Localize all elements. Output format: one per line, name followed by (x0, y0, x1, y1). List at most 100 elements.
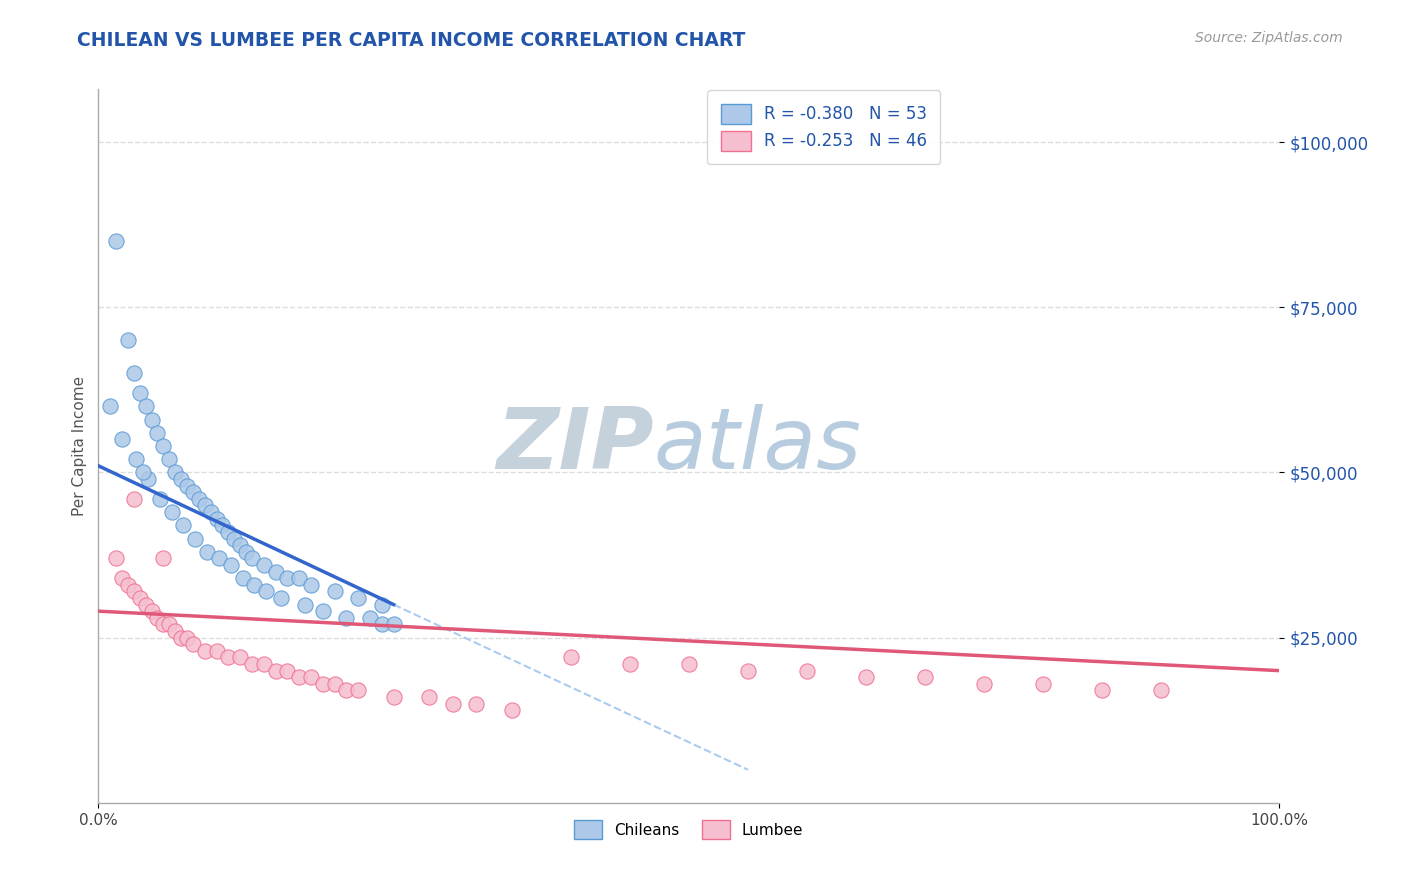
Text: Source: ZipAtlas.com: Source: ZipAtlas.com (1195, 31, 1343, 45)
Point (170, 472, 193, 486)
Point (125, 452, 148, 467)
Point (254, 584, 277, 599)
Point (135, 598, 157, 612)
Text: ZIP: ZIP (496, 404, 654, 488)
Point (195, 545, 218, 559)
Point (170, 631, 193, 645)
Point (105, 234, 128, 248)
Point (1091, 683, 1114, 698)
Point (276, 664, 298, 678)
Point (205, 511, 228, 525)
Point (737, 664, 759, 678)
Point (128, 591, 150, 605)
Point (132, 466, 155, 480)
Point (465, 697, 488, 711)
Point (253, 558, 276, 572)
Point (335, 683, 357, 698)
Point (264, 664, 287, 678)
Point (217, 524, 239, 539)
Point (371, 598, 394, 612)
Point (141, 412, 163, 426)
Point (160, 505, 183, 519)
Point (235, 545, 257, 559)
Point (176, 478, 198, 492)
Point (347, 683, 370, 698)
Point (187, 491, 209, 506)
Point (299, 578, 322, 592)
Text: CHILEAN VS LUMBEE PER CAPITA INCOME CORRELATION CHART: CHILEAN VS LUMBEE PER CAPITA INCOME CORR… (77, 31, 745, 50)
Point (240, 551, 263, 566)
Y-axis label: Per Capita Income: Per Capita Income (72, 376, 87, 516)
Point (205, 644, 228, 658)
Point (382, 690, 405, 704)
Point (270, 591, 292, 605)
Point (288, 670, 311, 684)
Point (152, 439, 174, 453)
Point (371, 617, 394, 632)
Point (678, 657, 700, 671)
Point (231, 571, 253, 585)
Point (165, 466, 187, 480)
Text: atlas: atlas (654, 404, 862, 488)
Point (117, 333, 139, 347)
Point (441, 697, 464, 711)
Point (200, 505, 222, 519)
Point (98, 400, 121, 414)
Point (152, 617, 174, 632)
Point (219, 558, 242, 572)
Point (347, 591, 370, 605)
Point (181, 485, 204, 500)
Point (117, 578, 139, 592)
Point (176, 631, 198, 645)
Point (796, 664, 818, 678)
Point (165, 624, 187, 638)
Point (335, 611, 357, 625)
Point (122, 367, 145, 381)
Point (111, 433, 134, 447)
Point (240, 657, 263, 671)
Point (208, 551, 231, 566)
Point (224, 532, 246, 546)
Point (229, 538, 252, 552)
Point (128, 386, 150, 401)
Point (217, 650, 239, 665)
Point (253, 657, 276, 671)
Point (276, 571, 298, 585)
Point (122, 584, 145, 599)
Point (172, 518, 194, 533)
Point (382, 617, 405, 632)
Point (157, 617, 180, 632)
Point (152, 551, 174, 566)
Point (619, 657, 641, 671)
Point (229, 650, 252, 665)
Point (194, 644, 217, 658)
Point (1150, 683, 1173, 698)
Legend: Chileans, Lumbee: Chileans, Lumbee (568, 814, 810, 845)
Point (135, 400, 157, 414)
Point (111, 571, 134, 585)
Point (323, 584, 346, 599)
Point (501, 703, 523, 717)
Point (973, 677, 995, 691)
Point (323, 677, 346, 691)
Point (299, 670, 322, 684)
Point (914, 670, 936, 684)
Point (294, 598, 316, 612)
Point (288, 571, 311, 585)
Point (141, 604, 163, 618)
Point (264, 565, 287, 579)
Point (312, 604, 335, 618)
Point (560, 650, 582, 665)
Point (157, 452, 180, 467)
Point (105, 551, 128, 566)
Point (855, 670, 877, 684)
Point (194, 499, 217, 513)
Point (312, 677, 335, 691)
Point (418, 690, 440, 704)
Point (359, 611, 381, 625)
Point (243, 578, 266, 592)
Point (146, 611, 169, 625)
Point (136, 472, 159, 486)
Point (146, 425, 169, 440)
Point (211, 518, 233, 533)
